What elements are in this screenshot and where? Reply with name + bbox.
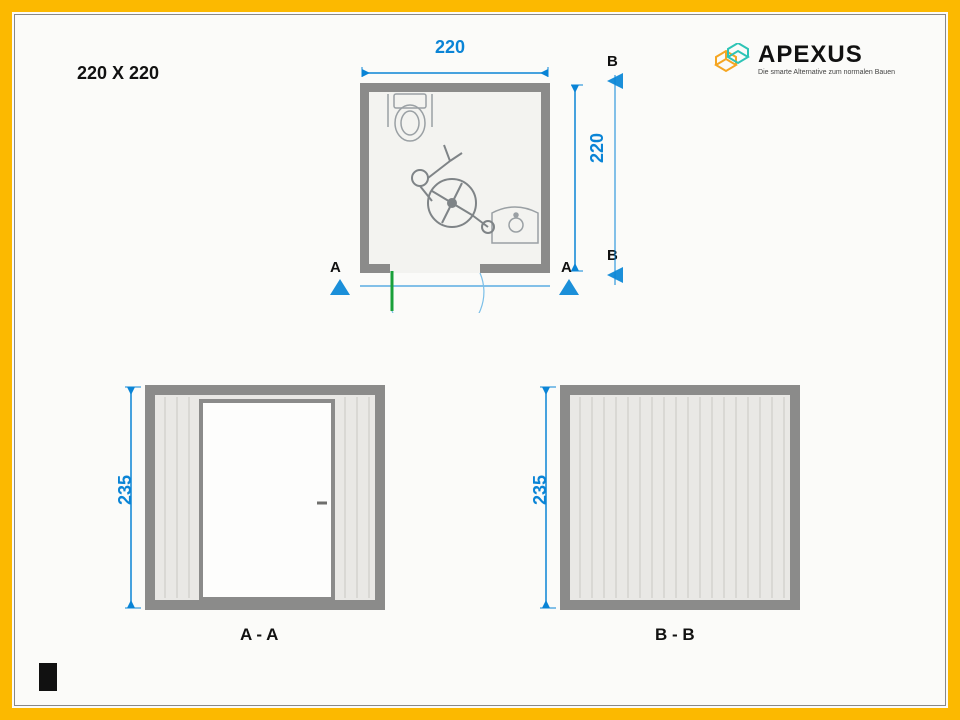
section-a-arrow-left [328, 277, 352, 297]
brand-logo: APEXUS Die smarte Alternative zum normal… [710, 41, 895, 76]
section-aa-view [145, 385, 385, 610]
section-bb-dim-line [536, 385, 556, 610]
drawing-title: 220 X 220 [77, 63, 159, 84]
plan-dim-top-label: 220 [435, 37, 465, 58]
plan-dim-right [571, 83, 597, 273]
drawing-sheet: 220 X 220 APEXUS Die smarte Alternative … [14, 14, 946, 706]
logo-name: APEXUS [758, 41, 895, 69]
section-aa-dim-line [121, 385, 141, 610]
section-b-label-top: B [607, 53, 618, 70]
plan-view [360, 83, 550, 313]
section-a-label-right: A [561, 259, 572, 276]
logo-cubes-icon [710, 43, 752, 75]
section-bb-label: B - B [655, 625, 695, 645]
section-a-arrow-right [557, 277, 581, 297]
section-bb-view [560, 385, 800, 610]
plan-dim-right-label: 220 [587, 133, 608, 163]
logo-tagline: Die smarte Alternative zum normalen Baue… [758, 69, 895, 76]
section-aa-label: A - A [240, 625, 278, 645]
logo-text-block: APEXUS Die smarte Alternative zum normal… [758, 41, 895, 76]
section-a-label-left: A [330, 259, 341, 276]
corner-mark [39, 663, 57, 691]
section-b-cutline [613, 75, 617, 285]
